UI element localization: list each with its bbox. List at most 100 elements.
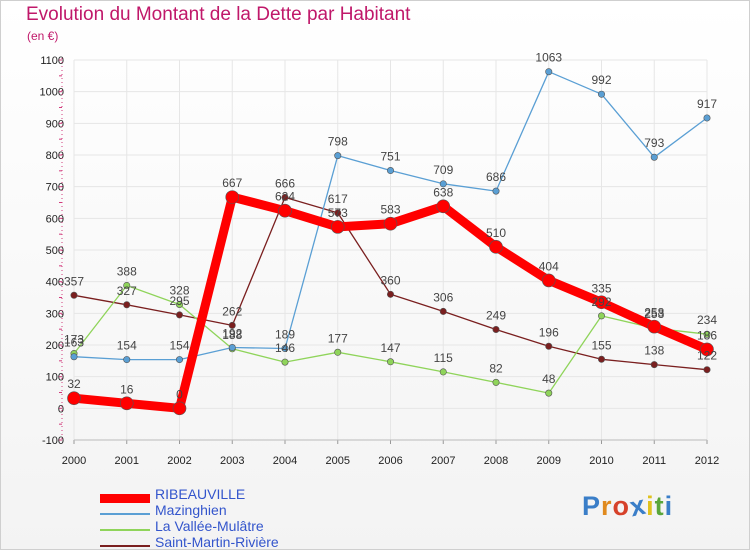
data-label: 186 [697, 328, 717, 342]
data-point [492, 325, 500, 333]
x-tick-label: 2006 [378, 455, 402, 467]
data-point [594, 295, 609, 310]
data-label: 262 [222, 304, 242, 318]
data-label: 115 [434, 351, 453, 365]
data-label: 709 [433, 163, 453, 177]
data-point [492, 187, 500, 195]
x-tick-label: 2002 [167, 455, 191, 467]
data-label: 122 [697, 349, 717, 363]
data-point [70, 291, 78, 299]
data-point [228, 344, 236, 352]
data-point [123, 281, 131, 289]
y-tick-label: 100 [46, 372, 64, 384]
data-point [172, 401, 187, 416]
chart-title: Evolution du Montant de la Dette par Hab… [26, 4, 411, 25]
data-label: 154 [117, 339, 137, 353]
data-point [650, 153, 658, 161]
x-tick-label: 2003 [220, 455, 244, 467]
data-label: 188 [222, 328, 242, 342]
x-tick-label: 2007 [431, 455, 455, 467]
data-label: 292 [591, 295, 611, 309]
y-tick-label: 0 [58, 403, 64, 415]
data-point [439, 180, 447, 188]
data-label: 177 [328, 331, 348, 345]
data-point [334, 152, 342, 160]
data-label: 253 [644, 307, 664, 321]
legend-label: Saint-Martin-Rivière [155, 534, 279, 550]
data-point [123, 356, 131, 364]
data-point [541, 273, 556, 288]
data-point [650, 361, 658, 369]
data-label: 16 [120, 382, 134, 396]
data-label: 32 [67, 377, 81, 391]
data-label: 0 [176, 387, 183, 401]
data-label: 667 [222, 176, 242, 190]
data-label: 258 [644, 306, 664, 320]
data-point [597, 355, 605, 363]
line-chart: -100 0 100 200 300 400 500 600 700 800 900 1000 1100… [40, 51, 720, 467]
data-point [383, 216, 398, 231]
data-point [330, 220, 345, 234]
y-tick-label: 1000 [40, 87, 64, 99]
data-label: 295 [169, 294, 189, 308]
data-point [176, 311, 184, 319]
data-point [647, 319, 662, 334]
data-label: 624 [275, 190, 295, 204]
data-point [386, 358, 394, 366]
x-tick-label: 2001 [115, 455, 139, 467]
data-label: 573 [328, 206, 348, 220]
legend-swatch [100, 545, 150, 547]
data-point [703, 330, 711, 338]
data-label: 793 [644, 136, 664, 150]
data-label: 617 [328, 192, 348, 206]
y-tick-label: 800 [46, 150, 64, 162]
data-point [281, 193, 289, 201]
x-tick-label: 2004 [273, 455, 297, 467]
data-point [176, 356, 184, 364]
data-label: 686 [486, 170, 506, 184]
y-tick-label: 700 [46, 182, 64, 194]
data-label: 48 [542, 372, 556, 386]
proxiti-logo: Proxiti [582, 489, 674, 523]
data-label: 510 [486, 226, 506, 240]
data-point [281, 358, 289, 366]
y-tick-label: 600 [46, 213, 64, 225]
data-label: 192 [222, 327, 242, 341]
data-label: 583 [380, 203, 400, 217]
data-label: 189 [275, 327, 295, 341]
data-point [489, 240, 503, 254]
data-point [703, 366, 711, 374]
x-tick-label: 2000 [62, 455, 86, 467]
data-point [439, 307, 447, 315]
data-point [703, 114, 711, 122]
data-point [545, 342, 553, 350]
data-label: 196 [539, 325, 559, 339]
data-point [545, 68, 553, 76]
data-label: 1063 [535, 51, 562, 65]
data-point [386, 290, 394, 298]
x-tick-label: 2009 [537, 455, 561, 467]
data-point [70, 353, 78, 361]
data-point [545, 389, 553, 397]
data-label: 917 [697, 97, 717, 111]
data-label: 638 [433, 185, 453, 199]
x-tick-label: 2010 [589, 455, 613, 467]
data-point [492, 378, 500, 386]
data-label: 328 [169, 283, 189, 297]
data-point [597, 90, 605, 98]
y-tick-label: 500 [46, 245, 64, 257]
data-point [278, 203, 292, 218]
y-tick-label: 200 [46, 340, 64, 352]
data-label: 306 [433, 290, 453, 304]
data-label: 751 [380, 150, 400, 164]
legend-label: Mazinghien [155, 502, 227, 518]
data-label: 173 [64, 333, 84, 347]
data-label: 360 [380, 273, 400, 287]
data-label: 82 [489, 361, 503, 375]
data-label: 146 [275, 341, 295, 355]
data-point [228, 321, 236, 329]
legend-swatch [100, 529, 150, 531]
data-point [386, 167, 394, 175]
data-label: 155 [591, 338, 611, 352]
data-point [176, 300, 184, 308]
